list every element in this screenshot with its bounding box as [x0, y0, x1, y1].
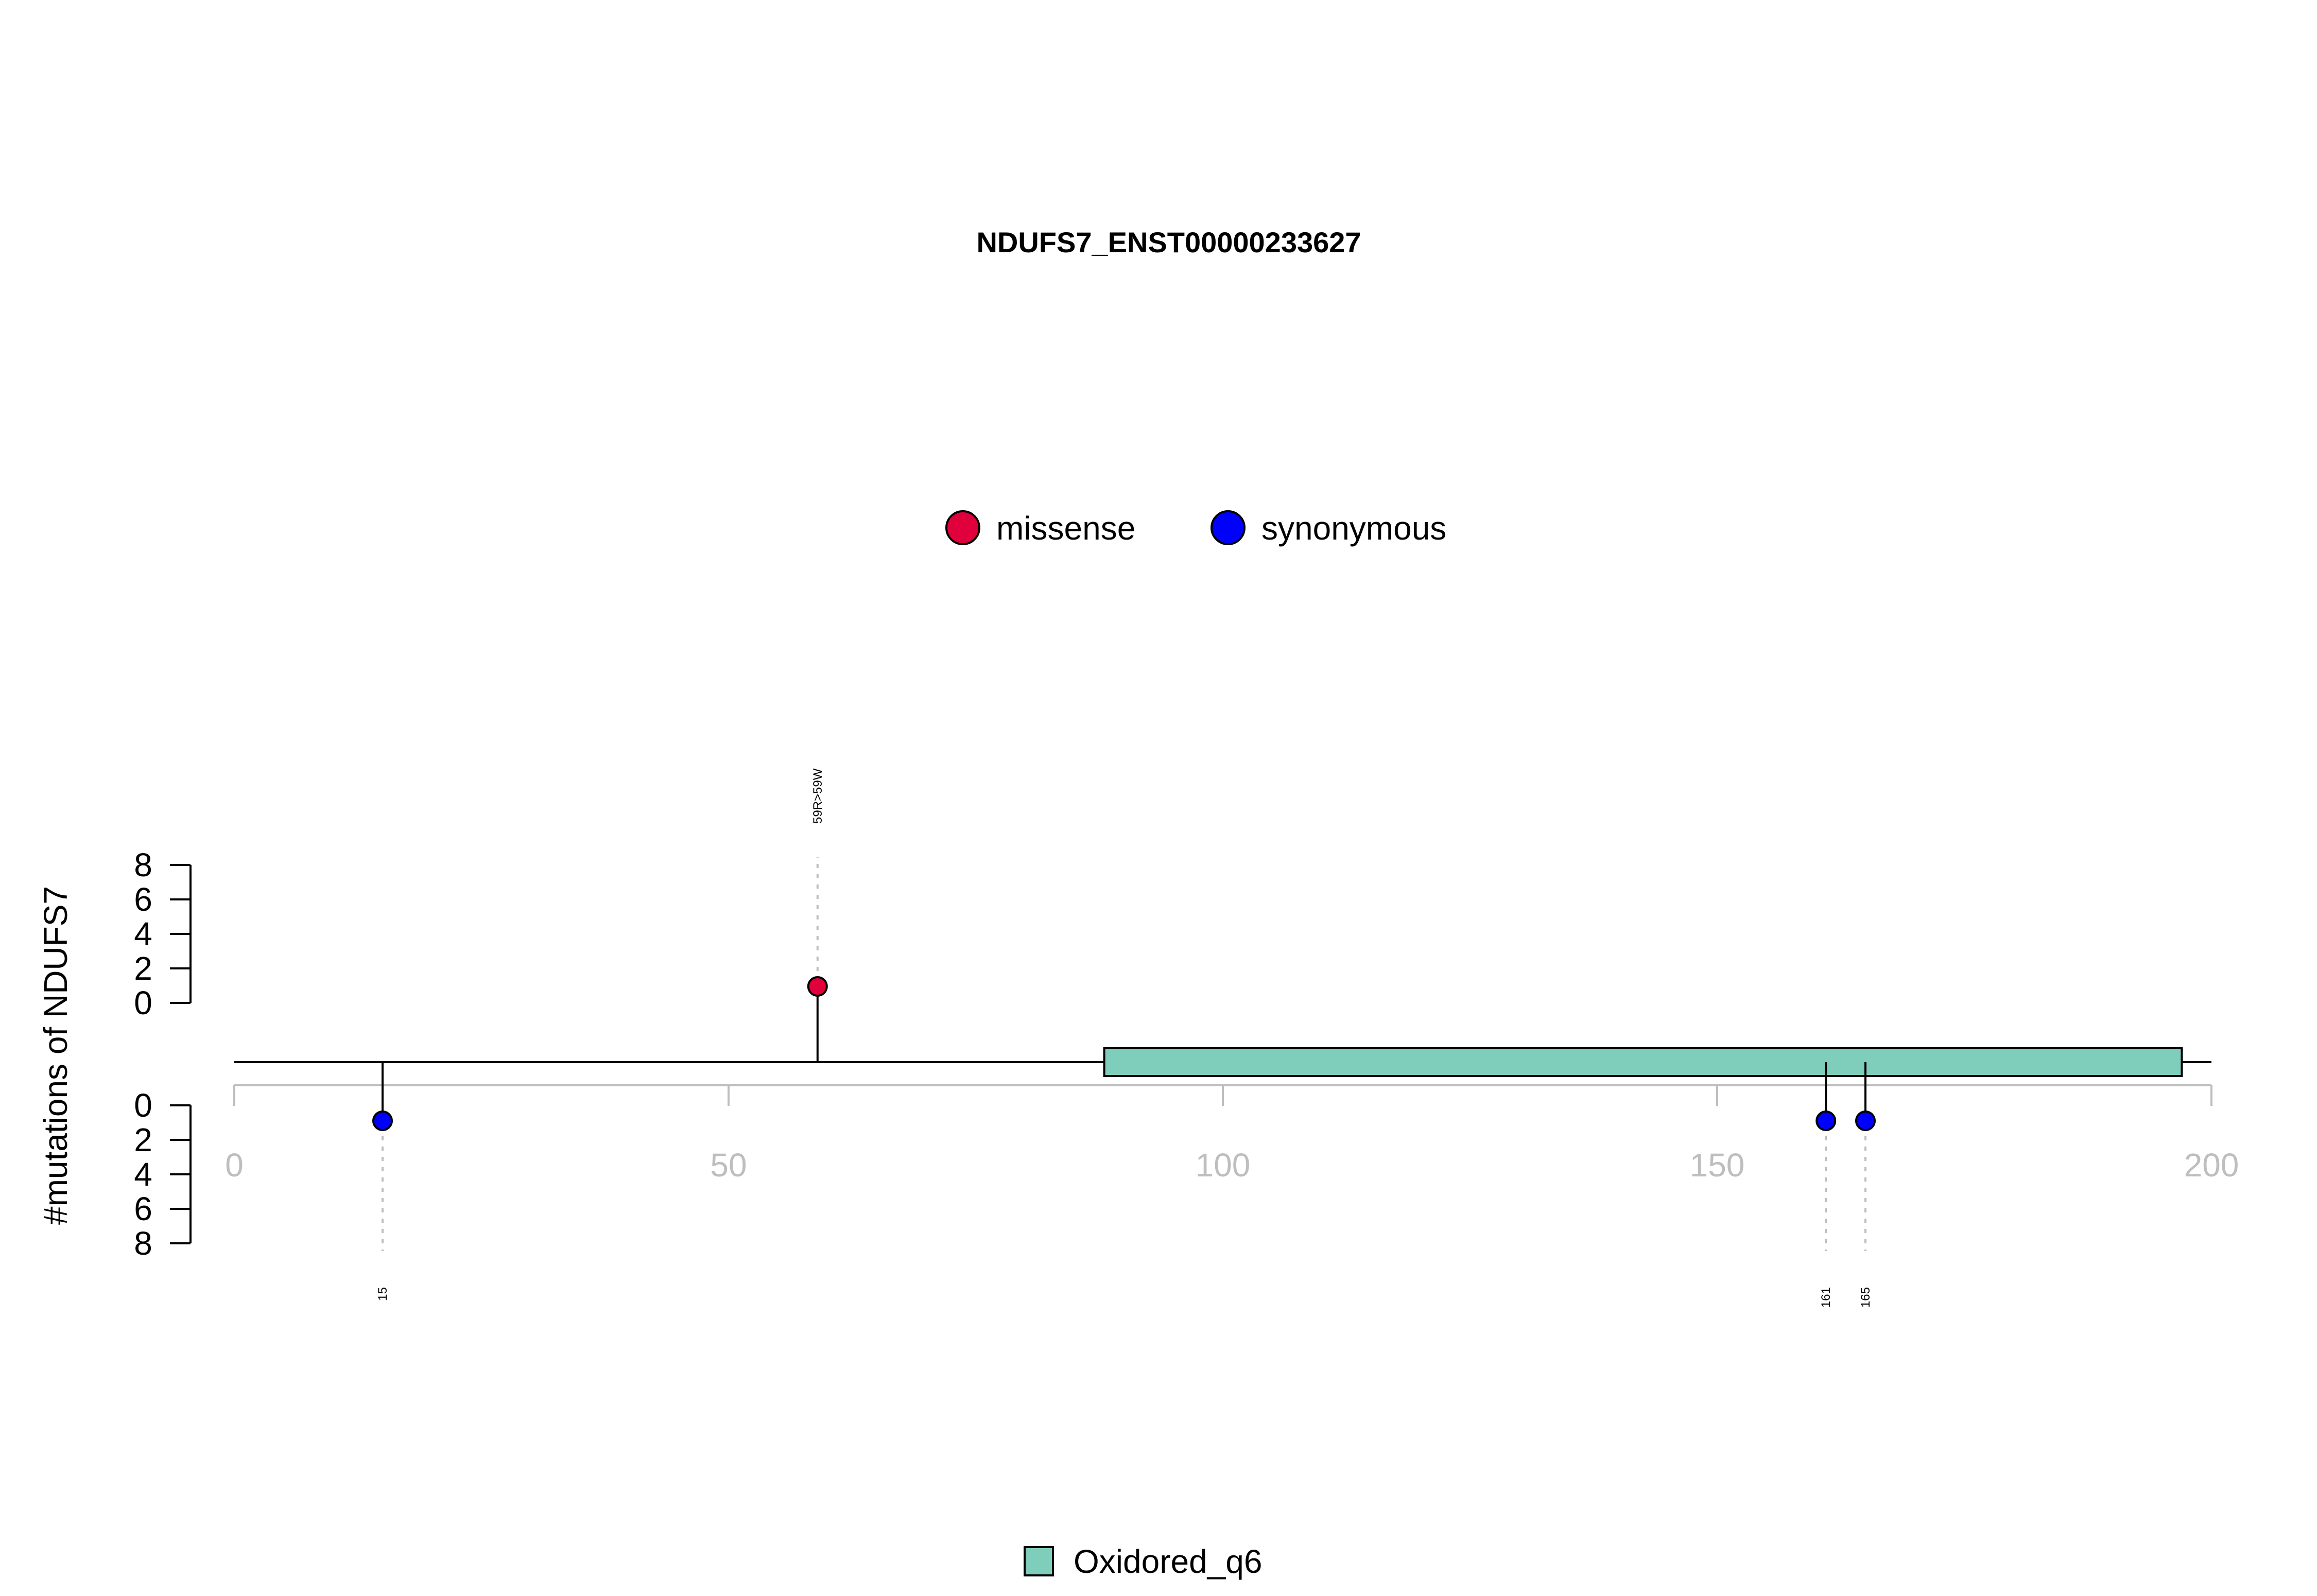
- mutation-165: 165: [1855, 1062, 1876, 1308]
- domain-track: [1103, 1047, 2183, 1077]
- mutation-label: 59R>59W: [811, 768, 825, 824]
- y-tick-label: 8: [134, 1225, 152, 1262]
- chart-title: NDUFS7_ENST00000233627: [976, 226, 1361, 258]
- y-axis-label: #mutations of NDUFS7: [37, 886, 74, 1225]
- y-tick-label: 4: [134, 915, 152, 952]
- y-tick-label: 0: [134, 1087, 152, 1124]
- y-tick-label: 6: [134, 881, 152, 918]
- mutation-15: 15: [372, 1062, 393, 1301]
- mutation-point: [807, 976, 828, 997]
- mutation-label: 165: [1859, 1287, 1873, 1308]
- mutation-label: 161: [1819, 1287, 1833, 1308]
- y-tick-label: 2: [134, 1121, 152, 1158]
- domain-legend: Oxidored_q6: [1024, 1543, 1262, 1580]
- y-tick-label: 0: [134, 984, 152, 1021]
- legend-synonymous-marker: [1211, 510, 1246, 545]
- legend-oxidored-q6-label: Oxidored_q6: [1074, 1543, 1262, 1580]
- mutation-59: 59R>59W: [807, 768, 828, 1062]
- legend-missense-label: missense: [996, 510, 1135, 547]
- x-axis: 0 50 100 150 200: [225, 1084, 2239, 1184]
- y-tick-label: 8: [134, 846, 152, 883]
- x-tick-label: 100: [1196, 1147, 1251, 1184]
- legend-missense-marker: [945, 510, 980, 545]
- mutation-track: 59R>59W 15 161 165: [372, 768, 1876, 1308]
- x-tick-label: 50: [710, 1147, 747, 1184]
- x-tick-label: 200: [2184, 1147, 2239, 1184]
- legend-oxidored-q6-swatch: [1024, 1546, 1054, 1576]
- mutation-161: 161: [1815, 1062, 1837, 1308]
- mutation-point: [1855, 1111, 1876, 1131]
- mutation-point: [1815, 1111, 1837, 1131]
- y-tick-label: 6: [134, 1190, 152, 1227]
- x-tick-label: 150: [1690, 1147, 1745, 1184]
- mutation-type-legend: missense synonymous: [945, 510, 1446, 547]
- y-tick-label: 2: [134, 950, 152, 987]
- x-tick-label: 0: [225, 1147, 244, 1184]
- y-tick-label: 4: [134, 1156, 152, 1193]
- mutation-point: [372, 1111, 393, 1131]
- domain-oxidored-q6: [1103, 1047, 2183, 1077]
- legend-synonymous-label: synonymous: [1261, 510, 1446, 547]
- mutation-label: 15: [376, 1287, 390, 1301]
